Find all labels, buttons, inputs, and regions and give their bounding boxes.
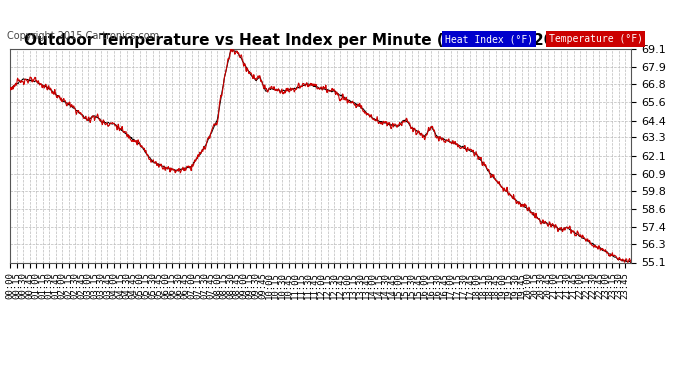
Text: Copyright 2015 Cartronics.com: Copyright 2015 Cartronics.com (7, 32, 159, 41)
Text: Temperature (°F): Temperature (°F) (549, 34, 642, 44)
Title: Outdoor Temperature vs Heat Index per Minute (24 Hours) 20150616: Outdoor Temperature vs Heat Index per Mi… (23, 33, 618, 48)
Text: Heat Index (°F): Heat Index (°F) (445, 34, 533, 44)
